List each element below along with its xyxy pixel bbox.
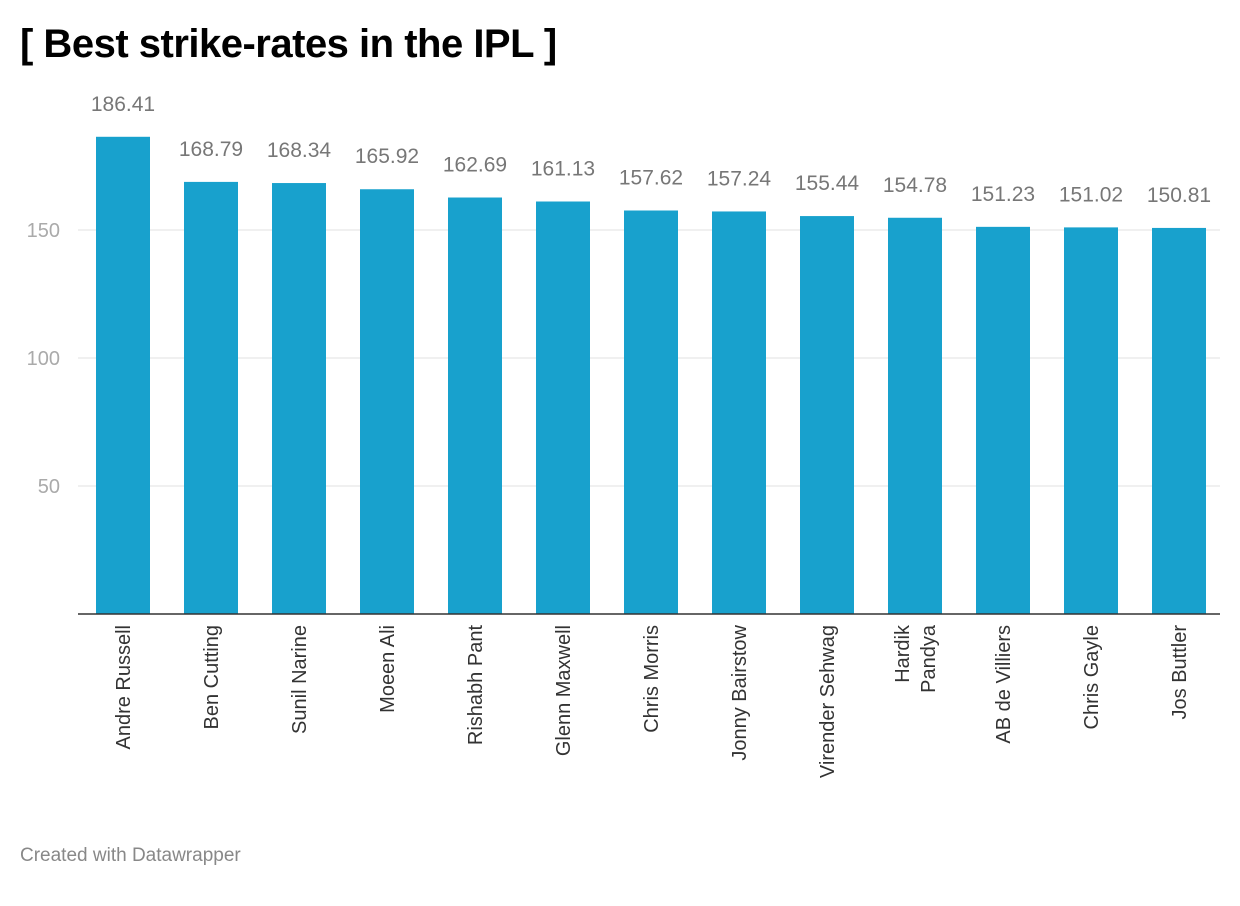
data-label: 154.78 xyxy=(883,174,947,197)
x-tick-label: Jos Buttler xyxy=(1169,625,1191,720)
y-tick-label: 100 xyxy=(27,348,60,370)
bar xyxy=(712,211,766,614)
x-tick-label: Jonny Bairstow xyxy=(729,624,751,760)
data-label: 155.44 xyxy=(795,172,860,195)
data-label: 168.79 xyxy=(179,138,243,161)
x-tick-label-line: Chris Gayle xyxy=(1081,625,1103,729)
bar xyxy=(96,136,150,614)
x-tick-label-line: Glenn Maxwell xyxy=(553,625,575,756)
x-tick-label: Glenn Maxwell xyxy=(553,625,575,756)
bar xyxy=(800,216,854,614)
x-tick-label-line: Pandya xyxy=(918,624,940,693)
y-tick-label: 50 xyxy=(38,476,60,498)
x-tick-label-line: Hardik xyxy=(892,624,914,683)
x-tick-label: AB de Villiers xyxy=(993,625,1015,744)
bar xyxy=(184,181,238,615)
data-label: 165.92 xyxy=(355,145,419,168)
x-tick-label-line: Moeen Ali xyxy=(377,625,399,713)
x-tick-label-line: AB de Villiers xyxy=(993,625,1015,744)
y-tick-label: 150 xyxy=(27,220,60,242)
data-label: 150.81 xyxy=(1147,184,1211,207)
x-tick-label-line: Ben Cutting xyxy=(201,625,223,730)
bar xyxy=(448,197,502,614)
x-tick-label-line: Jos Buttler xyxy=(1169,625,1191,720)
bar xyxy=(360,189,414,614)
x-tick-label-line: Jonny Bairstow xyxy=(729,624,751,760)
data-label: 151.23 xyxy=(971,183,1035,206)
data-label: 161.13 xyxy=(531,158,595,181)
data-label: 157.62 xyxy=(619,166,683,189)
x-tick-label-line: Andre Russell xyxy=(113,625,135,750)
x-tick-label: Chris Morris xyxy=(641,625,663,733)
bar xyxy=(888,217,942,615)
x-tick-label-line: Chris Morris xyxy=(641,625,663,733)
bar xyxy=(976,226,1030,614)
footer-credit: Created with Datawrapper xyxy=(20,845,241,866)
data-label: 186.41 xyxy=(91,93,155,116)
x-tick-label: Rishabh Pant xyxy=(465,625,487,746)
x-tick-label: Ben Cutting xyxy=(201,625,223,730)
bar xyxy=(272,183,326,614)
bar xyxy=(1152,227,1206,615)
bar xyxy=(536,201,590,614)
chart-title: [ Best strike-rates in the IPL ] xyxy=(20,22,557,66)
x-tick-label: Sunil Narine xyxy=(289,625,311,734)
x-tick-label: Chris Gayle xyxy=(1081,625,1103,729)
bar xyxy=(624,210,678,614)
bar xyxy=(1064,227,1118,614)
x-tick-label: Virender Sehwag xyxy=(817,625,839,778)
x-tick-label-line: Rishabh Pant xyxy=(465,625,487,746)
x-tick-label: Hardik Pandya xyxy=(892,624,940,693)
data-label: 162.69 xyxy=(443,154,507,177)
data-label: 168.34 xyxy=(267,139,332,162)
x-tick-label-line: Sunil Narine xyxy=(289,625,311,734)
data-label: 157.24 xyxy=(707,167,772,190)
x-tick-label-line: Virender Sehwag xyxy=(817,625,839,778)
data-label: 151.02 xyxy=(1059,183,1123,206)
x-tick-label: Moeen Ali xyxy=(377,625,399,713)
x-tick-label: Andre Russell xyxy=(113,625,135,750)
